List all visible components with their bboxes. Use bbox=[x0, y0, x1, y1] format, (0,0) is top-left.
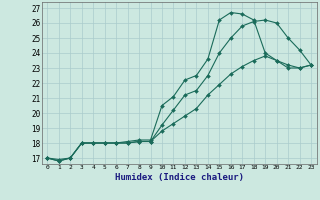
X-axis label: Humidex (Indice chaleur): Humidex (Indice chaleur) bbox=[115, 173, 244, 182]
